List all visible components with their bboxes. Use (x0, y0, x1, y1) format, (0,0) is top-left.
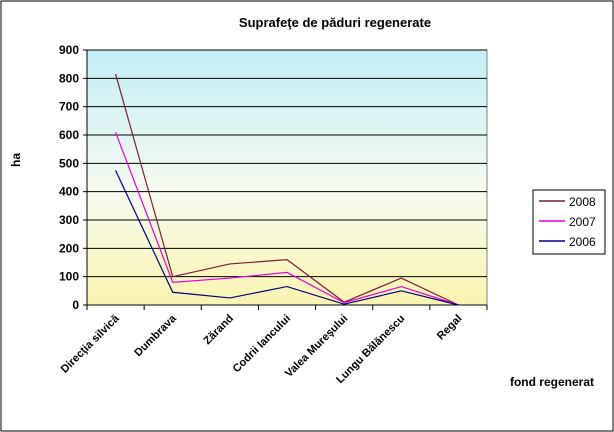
legend-label-2007: 2007 (569, 215, 596, 229)
y-tick-label: 800 (59, 71, 79, 85)
y-axis-label: ha (9, 153, 23, 167)
plot-area (86, 49, 488, 306)
y-tick-label: 700 (59, 100, 79, 114)
series-line-2006 (115, 170, 459, 306)
x-axis-label: fond regenerat (510, 375, 594, 389)
chart-title: Suprafeţe de păduri regenerate (239, 15, 431, 30)
legend-label-2008: 2008 (569, 195, 596, 209)
y-tick-label: 900 (59, 43, 79, 57)
series-line-2007 (115, 131, 459, 306)
y-tick-label: 200 (59, 241, 79, 255)
legend-label-2006: 2006 (569, 235, 596, 249)
y-tick-label: 0 (72, 298, 79, 312)
legend: 2008 2007 2006 (532, 189, 606, 255)
y-tick-label: 300 (59, 213, 79, 227)
y-tick-label: 400 (59, 185, 79, 199)
y-tick-label: 100 (59, 270, 79, 284)
y-tick-label: 600 (59, 128, 79, 142)
y-tick-label: 500 (59, 156, 79, 170)
series-line-2008 (114, 73, 459, 306)
